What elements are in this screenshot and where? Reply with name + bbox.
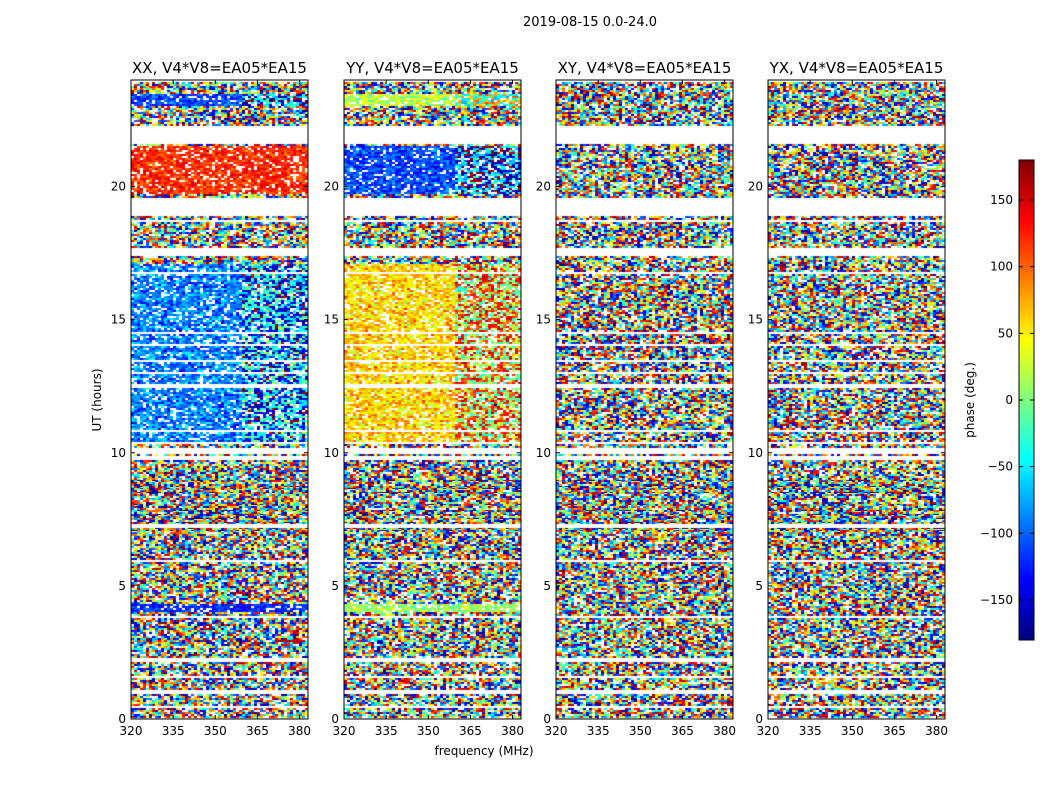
y-tick-label: 20 <box>748 180 763 194</box>
y-tick-label: 15 <box>324 313 339 327</box>
y-tick-label: 0 <box>331 712 339 726</box>
colorbar-tick-label: 0 <box>1005 393 1013 407</box>
x-tick-label: 380 <box>501 724 524 738</box>
y-tick-label: 0 <box>755 712 763 726</box>
panel-heatmap <box>344 80 521 719</box>
x-tick-label: 380 <box>713 724 736 738</box>
panel-title: XY, V4*V8=EA05*EA15 <box>558 59 732 77</box>
x-tick-label: 365 <box>671 724 694 738</box>
x-tick-label: 335 <box>375 724 398 738</box>
colorbar-tick-label: 50 <box>998 326 1013 340</box>
x-tick-label: 380 <box>288 724 311 738</box>
y-tick-label: 0 <box>118 712 126 726</box>
colorbar-tick-label: −50 <box>988 460 1013 474</box>
x-tick-label: 350 <box>204 724 227 738</box>
y-axis-label: UT (hours) <box>90 368 104 431</box>
y-tick-label: 10 <box>324 446 339 460</box>
y-tick-label: 10 <box>536 446 551 460</box>
panel-1: XX, V4*V8=EA05*EA15 320 335 350 365 380 0 5 10 15… <box>111 59 311 738</box>
y-tick-label: 10 <box>748 446 763 460</box>
panel-2: YY, V4*V8=EA05*EA15 320 335 350 365 380 0 5 10 15… <box>324 59 524 738</box>
colorbar-tick-label: 100 <box>990 260 1013 274</box>
colorbar: 150 100 50 0 −50 −100 −150 phase (deg.) <box>963 160 1034 640</box>
x-tick-label: 335 <box>799 724 822 738</box>
panel-title: YX, V4*V8=EA05*EA15 <box>769 59 944 77</box>
y-tick-label: 10 <box>111 446 126 460</box>
y-tick-label: 15 <box>111 313 126 327</box>
colorbar-tick-label: −150 <box>980 593 1013 607</box>
x-tick-label: 365 <box>459 724 482 738</box>
y-tick-label: 20 <box>111 180 126 194</box>
panel-3: XY, V4*V8=EA05*EA15 320 335 350 365 380 0 5 10 15… <box>536 59 736 738</box>
colorbar-tick-label: 150 <box>990 193 1013 207</box>
panel-4: YX, V4*V8=EA05*EA15 320 335 350 365 380 0 5 10 15… <box>748 59 948 738</box>
x-tick-label: 320 <box>333 724 356 738</box>
panel-heatmap <box>768 80 945 719</box>
x-tick-label: 380 <box>925 724 948 738</box>
x-tick-label: 350 <box>629 724 652 738</box>
y-tick-label: 20 <box>324 180 339 194</box>
x-tick-label: 350 <box>417 724 440 738</box>
figure-suptitle: 2019-08-15 0.0-24.0 <box>523 15 657 30</box>
x-tick-label: 320 <box>757 724 780 738</box>
colorbar-label: phase (deg.) <box>963 362 977 438</box>
y-tick-label: 5 <box>331 579 339 593</box>
figure: 2019-08-15 0.0-24.0 XX, V4*V8=EA05*EA15 3… <box>0 0 1050 800</box>
x-tick-label: 350 <box>841 724 864 738</box>
y-tick-label: 5 <box>118 579 126 593</box>
y-tick-label: 15 <box>536 313 551 327</box>
x-tick-label: 320 <box>545 724 568 738</box>
x-tick-label: 335 <box>587 724 610 738</box>
panel-title: YY, V4*V8=EA05*EA15 <box>345 59 519 77</box>
x-tick-label: 365 <box>246 724 269 738</box>
colorbar-tick-label: −100 <box>980 526 1013 540</box>
panel-heatmap <box>556 80 733 719</box>
x-tick-label: 320 <box>120 724 143 738</box>
y-tick-label: 5 <box>543 579 551 593</box>
panel-title: XX, V4*V8=EA05*EA15 <box>132 59 307 77</box>
panels-group: XX, V4*V8=EA05*EA15 320 335 350 365 380 0 5 10 15… <box>111 59 948 738</box>
y-tick-label: 0 <box>543 712 551 726</box>
x-axis-label: frequency (MHz) <box>434 744 533 758</box>
panel-heatmap <box>131 80 308 719</box>
y-tick-label: 15 <box>748 313 763 327</box>
y-tick-label: 20 <box>536 180 551 194</box>
y-tick-label: 5 <box>755 579 763 593</box>
x-tick-label: 365 <box>883 724 906 738</box>
x-tick-label: 335 <box>162 724 185 738</box>
